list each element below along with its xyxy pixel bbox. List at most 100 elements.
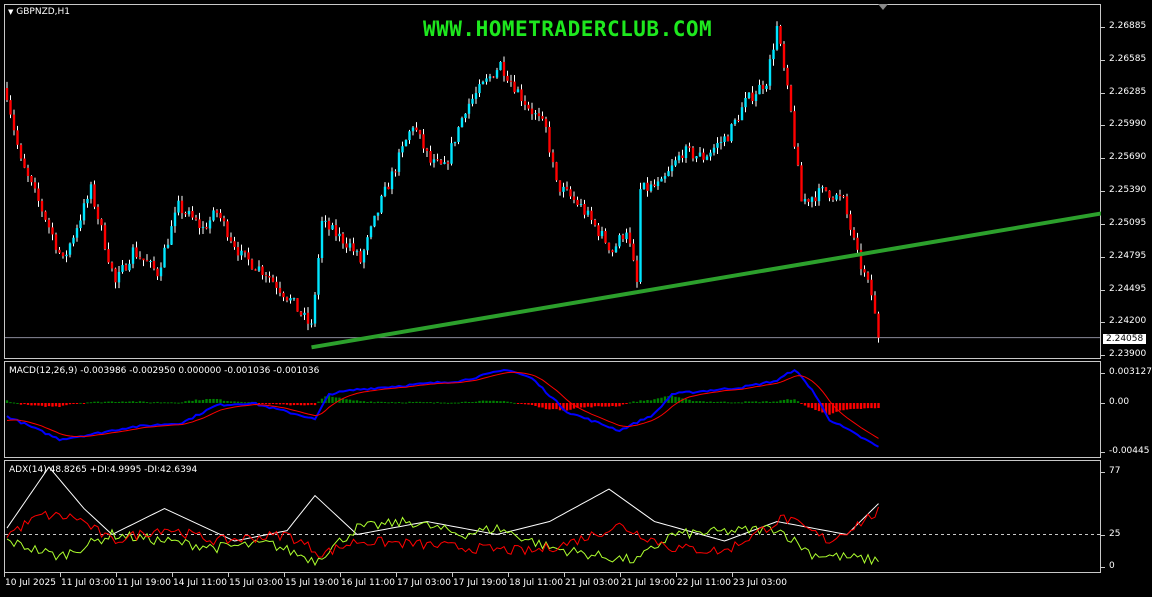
candle-body (432, 159, 436, 163)
macd-histogram-bar (597, 403, 600, 407)
macd-histogram-bar (373, 402, 376, 404)
macd-histogram-bar (506, 401, 509, 403)
macd-histogram-bar (208, 399, 212, 403)
dropdown-triangle-icon[interactable]: ▼ (8, 8, 14, 16)
macd-histogram-bar (180, 402, 184, 404)
macd-histogram-bar (586, 403, 590, 407)
price-tick-label: 2.26285 (1109, 86, 1147, 97)
candle-body (166, 244, 170, 248)
candle-body (824, 187, 828, 191)
macd-histogram-bar (173, 402, 177, 404)
price-chart-pane[interactable] (4, 4, 1101, 359)
axis-tick-mark (1101, 289, 1105, 291)
macd-histogram-bar (702, 401, 705, 403)
candle-body (677, 155, 681, 161)
macd-pane[interactable] (4, 361, 1101, 458)
candle-body (208, 220, 212, 229)
candle-body (691, 147, 695, 159)
candle-body (632, 243, 635, 261)
axis-tick-mark (1101, 403, 1105, 404)
axis-tick-mark (1101, 567, 1105, 568)
candle-body (572, 196, 576, 200)
macd-histogram-bar (289, 403, 292, 406)
macd-histogram-bar (877, 403, 880, 409)
macd-histogram-bar (793, 399, 796, 403)
candle-body (453, 141, 457, 144)
candle-body (548, 126, 551, 153)
candle-body (523, 101, 527, 105)
macd-histogram-bar (810, 403, 814, 409)
macd-histogram-bar (691, 401, 695, 403)
macd-histogram-bar (299, 403, 303, 406)
candle-body (653, 184, 656, 187)
candle-body (436, 159, 439, 161)
axis-tick-mark (1101, 223, 1105, 225)
candle-body (289, 298, 292, 301)
macd-histogram-bar (68, 403, 72, 405)
macd-histogram-bar (205, 399, 208, 403)
candle-body (583, 203, 586, 215)
time-axis[interactable]: 10 Jul 2025 11 Jul 03:00 11 Jul 19:00 14 Ju… (0, 573, 1101, 597)
candle-body (754, 94, 758, 102)
macd-histogram-bar (555, 403, 558, 410)
macd-histogram-bar (390, 401, 394, 403)
candle-body (775, 25, 779, 50)
macd-histogram-bar (670, 395, 674, 403)
adx-pane[interactable] (4, 460, 1101, 573)
macd-histogram-bar (58, 403, 61, 408)
candle-body (600, 231, 604, 237)
macd-histogram-bar (345, 399, 348, 403)
macd-histogram-bar (26, 403, 30, 405)
macd-histogram-bar (37, 403, 40, 406)
macd-histogram-bar (247, 402, 250, 404)
macd-histogram-bar (831, 403, 835, 414)
candle-body (698, 152, 702, 157)
candle-body (625, 232, 628, 240)
macd-histogram-bar (236, 401, 240, 403)
candle-body (124, 265, 128, 271)
candle-body (621, 235, 625, 240)
macd-label: MACD(12,26,9) -0.003986 -0.002950 0.0000… (9, 366, 320, 376)
macd-histogram-bar (425, 402, 429, 404)
candle-body (541, 116, 544, 119)
macd-histogram-bar (628, 402, 632, 404)
candle-body (772, 49, 775, 60)
candle-body (674, 160, 677, 166)
macd-histogram-bar (509, 402, 513, 404)
time-tick-label: 15 Jul 03:00 (229, 578, 283, 588)
macd-histogram-bar (814, 403, 817, 410)
candle-body (222, 218, 226, 222)
candle-body (831, 197, 835, 200)
macd-histogram-bar (870, 403, 873, 409)
candle-body (89, 184, 93, 199)
macd-histogram-bar (355, 400, 359, 403)
macd-histogram-bar (219, 399, 222, 403)
macd-histogram-bar (366, 401, 369, 403)
macd-histogram-bar (488, 400, 492, 403)
candle-body (317, 257, 320, 295)
candle-body (68, 243, 72, 255)
candle-body (313, 294, 317, 324)
candle-body (856, 237, 859, 250)
macd-histogram-bar (394, 402, 397, 404)
candle-body (516, 89, 520, 93)
candle-body (618, 235, 621, 247)
macd-histogram-bar (215, 399, 219, 403)
macd-histogram-bar (359, 401, 362, 403)
macd-histogram-bar (621, 403, 625, 405)
candle-body (54, 234, 58, 250)
macd-histogram-bar (110, 401, 114, 403)
candle-body (495, 70, 499, 78)
macd-histogram-bar (320, 398, 324, 403)
axis-tick-mark (1101, 354, 1105, 356)
symbol-title[interactable]: ▼ GBPNZD,H1 (8, 7, 71, 17)
candle-body (684, 146, 688, 159)
candle-body (705, 156, 709, 160)
chart-shift-marker[interactable] (878, 4, 888, 10)
macd-histogram-bar (583, 403, 586, 408)
price-axis[interactable]: 2.26885 2.26585 2.26285 2.25990 2.25690 2.253… (1101, 0, 1152, 597)
macd-histogram-bar (635, 401, 639, 403)
axis-tick-mark (1101, 256, 1105, 258)
macd-histogram-bar (604, 403, 607, 407)
candle-body (555, 162, 558, 181)
